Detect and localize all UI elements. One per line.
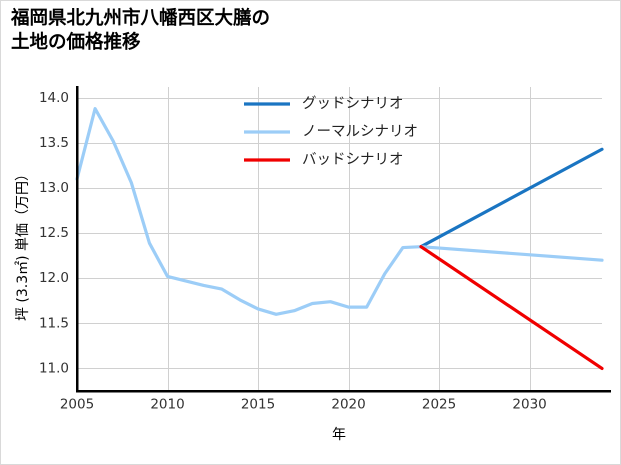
chart-title: 福岡県北九州市八幡西区大膳の 土地の価格推移: [11, 8, 271, 54]
legend-label: ノーマルシナリオ: [302, 124, 418, 140]
data-line-グッドシナリオ: [419, 147, 604, 249]
axis-spines: [75, 86, 611, 393]
x-axis-title: 年: [332, 427, 346, 443]
legend-label: バッドシナリオ: [302, 152, 404, 168]
y-tick-label: 11.5: [39, 315, 69, 331]
y-tick-label: 11.0: [39, 360, 69, 376]
x-tick-label: 2015: [241, 397, 275, 413]
x-tick-label: 2020: [331, 397, 365, 413]
data-line-バッドシナリオ: [419, 245, 604, 371]
x-tick-label: 2030: [512, 397, 546, 413]
x-tick-label: 2010: [150, 397, 184, 413]
legend-label: グッドシナリオ: [302, 95, 404, 112]
y-axis-title: 坪 (3.3㎡) 単価（万円）: [15, 167, 31, 321]
x-tick-label: 2025: [422, 397, 456, 413]
y-axis-tick-labels: 11.0 11.5 12.0 12.5 13.0 13.5 14.0: [39, 90, 69, 377]
x-axis-tick-labels: 2005 2010 2015 2020 2025 2030: [60, 397, 547, 413]
y-tick-label: 13.5: [39, 135, 69, 151]
y-tick-label: 12.0: [39, 270, 69, 286]
data-line-ノーマルシナリオ: [75, 107, 604, 316]
data-series-group: [75, 107, 604, 371]
y-tick-label: 13.0: [39, 180, 69, 196]
y-tick-label: 14.0: [39, 90, 69, 106]
x-tick-label: 2005: [60, 397, 94, 413]
y-gridlines: [77, 98, 602, 369]
y-tick-label: 12.5: [39, 225, 69, 241]
